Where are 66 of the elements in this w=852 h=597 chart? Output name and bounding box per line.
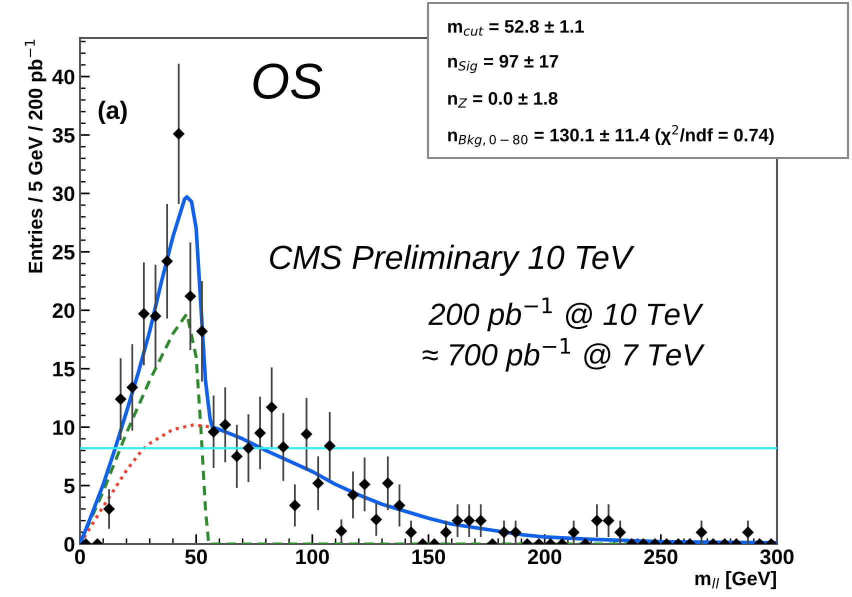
x-tick-label: 200	[528, 549, 562, 564]
point	[510, 526, 522, 538]
x-tick-label: 100	[296, 549, 329, 564]
point	[312, 478, 324, 489]
y-tick-label: 40	[52, 70, 74, 84]
y-tick-label: 0	[64, 537, 74, 552]
x-tick-label: 250	[644, 549, 678, 564]
annotation: (a)	[98, 100, 127, 124]
point	[382, 478, 394, 489]
point	[103, 503, 115, 515]
annotation: CMS Preliminary 10 TeV	[270, 244, 635, 276]
annotation: n$_{Sig}$ = 97 ± 17	[448, 54, 558, 74]
point	[173, 128, 184, 140]
y-axis-title: Entries / 5 GeV / 200 pb$^{−1}$	[24, 40, 46, 273]
point	[475, 515, 486, 526]
point	[289, 500, 301, 512]
point	[370, 514, 382, 526]
point	[359, 478, 370, 490]
point	[254, 427, 266, 439]
point	[568, 526, 580, 538]
point	[138, 308, 150, 320]
point	[336, 526, 347, 537]
point	[220, 419, 231, 430]
point	[742, 526, 754, 538]
y-tick-label: 30	[52, 186, 74, 202]
point	[347, 489, 359, 501]
annotation: 200 pb$^{−1}$ @ 10 TeV	[428, 298, 704, 332]
point	[452, 515, 464, 526]
point	[184, 290, 196, 302]
x-axis-title: m$_{ll}$ [GeV]	[695, 571, 776, 590]
point	[242, 442, 254, 454]
point	[405, 526, 417, 538]
x-tick-label: 50	[185, 549, 207, 564]
point	[196, 326, 208, 337]
point	[591, 515, 603, 526]
point	[324, 440, 336, 452]
point	[126, 382, 138, 394]
x-tick-label: 150	[412, 549, 446, 564]
point	[162, 256, 173, 267]
y-tick-label: 10	[53, 420, 74, 435]
y-tick-label: 20	[52, 303, 74, 318]
point	[464, 515, 475, 526]
point	[394, 500, 406, 512]
y-tick-label: 5	[64, 478, 75, 494]
point	[208, 426, 220, 438]
point	[696, 526, 708, 538]
point	[150, 310, 162, 322]
y-tick-label: 15	[53, 362, 75, 376]
annotation: n$_{Z}$ = 0.0 ± 1.8	[448, 92, 558, 108]
point	[300, 428, 312, 440]
x-tick-label: 0	[75, 549, 85, 564]
point	[498, 526, 510, 538]
point	[278, 441, 289, 453]
annotation: OS	[253, 64, 322, 99]
x-tick-label: 300	[760, 549, 794, 564]
point	[602, 515, 614, 526]
annotation: n$_{Bkg,0−80}$ = 130.1 ± 11.4 (χ$^{2}$/ndf = 0.74)	[448, 124, 774, 147]
point	[614, 526, 626, 538]
point	[231, 450, 242, 462]
annotation: ≈ 700 pb$^{−1}$ @ 7 TeV	[422, 338, 705, 372]
point	[440, 526, 452, 538]
text: m$_{cut}$ = 52.8 ± 1.1	[448, 20, 584, 36]
point	[115, 393, 126, 405]
y-tick-label: 25	[52, 244, 75, 260]
point	[266, 402, 278, 413]
y-tick-label: 35	[52, 128, 75, 143]
